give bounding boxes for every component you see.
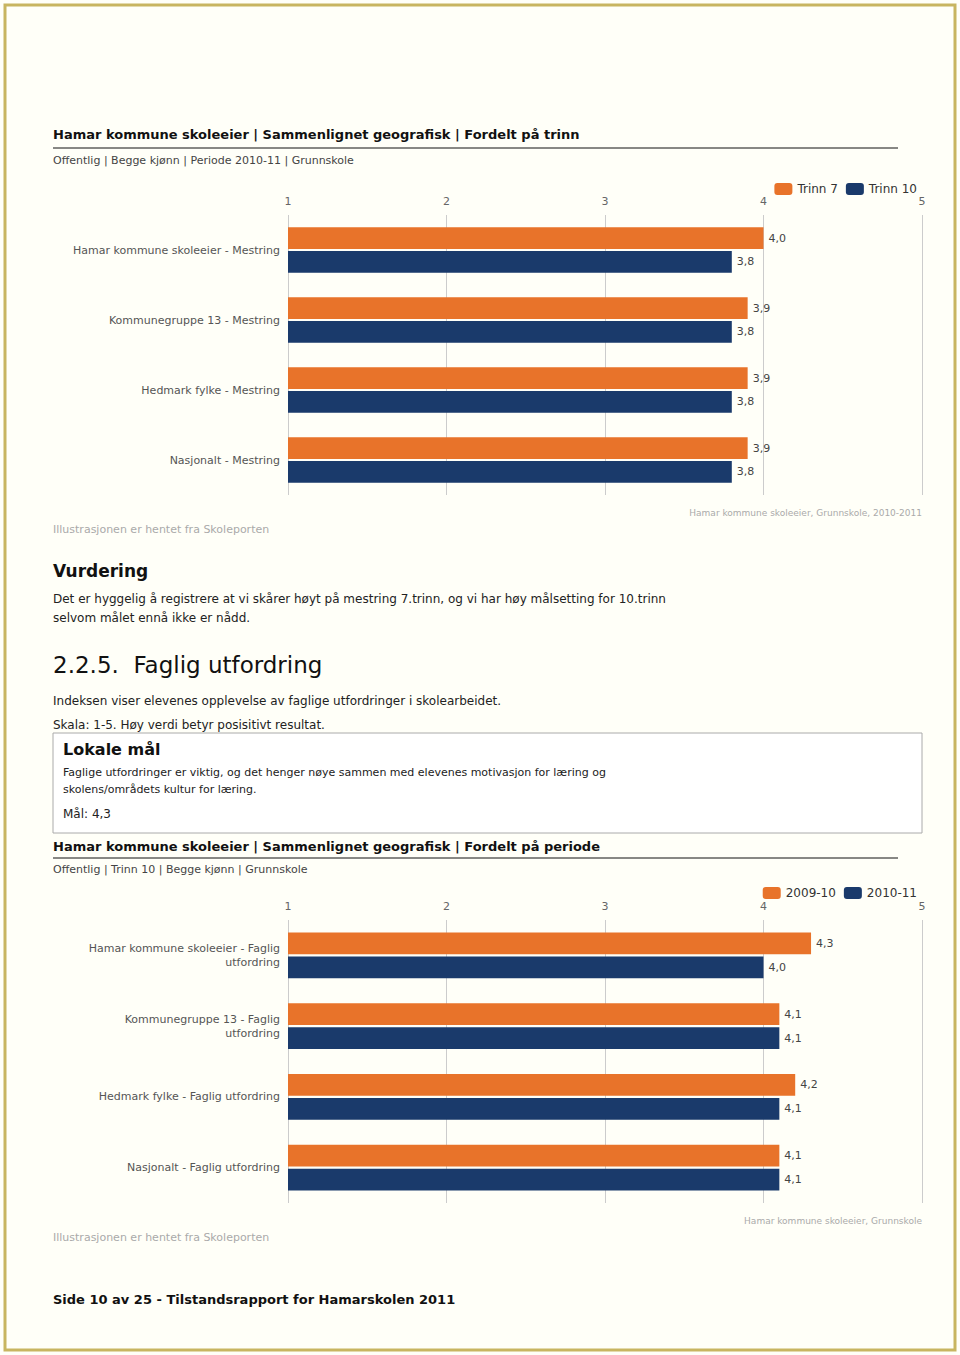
svg-text:Hamar kommune skoleeier | Samm: Hamar kommune skoleeier | Sammenlignet g… xyxy=(53,839,600,854)
svg-text:Vurdering: Vurdering xyxy=(53,561,148,581)
svg-text:selvom målet ennå ikke er nådd: selvom målet ennå ikke er nådd. xyxy=(53,611,250,625)
svg-text:Indeksen viser elevenes opplev: Indeksen viser elevenes opplevelse av fa… xyxy=(53,694,501,708)
svg-text:skolens/områdets kultur for læ: skolens/områdets kultur for læring. xyxy=(63,783,257,796)
svg-text:Trinn 7: Trinn 7 xyxy=(796,182,838,196)
svg-text:4,0: 4,0 xyxy=(769,232,787,245)
svg-text:Faglige utfordringer er viktig: Faglige utfordringer er viktig, og det h… xyxy=(63,766,606,779)
svg-text:3,8: 3,8 xyxy=(737,255,755,268)
svg-text:3,9: 3,9 xyxy=(753,372,771,385)
svg-text:2010-11: 2010-11 xyxy=(867,886,917,900)
svg-text:4,2: 4,2 xyxy=(800,1078,818,1091)
svg-text:utfordring: utfordring xyxy=(225,956,280,969)
svg-text:4: 4 xyxy=(760,195,767,208)
svg-text:4,1: 4,1 xyxy=(784,1173,802,1186)
svg-text:2.2.5. Faglig utfordring: 2.2.5. Faglig utfordring xyxy=(53,652,322,678)
svg-text:Kommunegruppe 13 - Faglig: Kommunegruppe 13 - Faglig xyxy=(125,1013,280,1026)
svg-text:Hamar kommune skoleeier | Samm: Hamar kommune skoleeier | Sammenlignet g… xyxy=(53,127,580,142)
svg-text:Side 10 av 25 - Tilstandsrappo: Side 10 av 25 - Tilstandsrapport for Ham… xyxy=(53,1292,455,1307)
svg-text:5: 5 xyxy=(919,900,926,913)
svg-text:1: 1 xyxy=(285,900,292,913)
svg-text:2: 2 xyxy=(443,900,450,913)
svg-text:Hamar kommune skoleeier - Fagl: Hamar kommune skoleeier - Faglig xyxy=(89,942,280,955)
svg-text:3: 3 xyxy=(602,900,609,913)
svg-text:Offentlig | Begge kjønn | Peri: Offentlig | Begge kjønn | Periode 2010-1… xyxy=(53,154,354,167)
svg-text:Mål: 4,3: Mål: 4,3 xyxy=(63,807,111,821)
svg-text:4,3: 4,3 xyxy=(816,937,834,950)
svg-text:Hedmark fylke - Faglig utfordr: Hedmark fylke - Faglig utfordring xyxy=(99,1090,280,1103)
svg-text:4: 4 xyxy=(760,900,767,913)
svg-text:Hamar kommune skoleeier - Mest: Hamar kommune skoleeier - Mestring xyxy=(73,244,280,257)
svg-text:Nasjonalt - Faglig utfordring: Nasjonalt - Faglig utfordring xyxy=(127,1161,280,1174)
svg-text:3,8: 3,8 xyxy=(737,325,755,338)
svg-text:2009-10: 2009-10 xyxy=(786,886,836,900)
svg-text:Hamar kommune skoleeier, Grunn: Hamar kommune skoleeier, Grunnskole xyxy=(744,1216,922,1226)
svg-text:4,1: 4,1 xyxy=(784,1149,802,1162)
svg-text:Illustrasjonen er hentet fra S: Illustrasjonen er hentet fra Skoleporten xyxy=(53,1231,269,1244)
svg-text:4,0: 4,0 xyxy=(769,961,787,974)
svg-text:4,1: 4,1 xyxy=(784,1008,802,1021)
svg-text:Hamar kommune skoleeier, Grunn: Hamar kommune skoleeier, Grunnskole, 201… xyxy=(689,508,922,518)
svg-text:Skala: 1-5. Høy verdi betyr po: Skala: 1-5. Høy verdi betyr posisitivt r… xyxy=(53,718,325,732)
svg-text:3,8: 3,8 xyxy=(737,465,755,478)
svg-text:3,9: 3,9 xyxy=(753,302,771,315)
svg-text:Lokale mål: Lokale mål xyxy=(63,740,160,759)
svg-text:4,1: 4,1 xyxy=(784,1032,802,1045)
svg-text:1: 1 xyxy=(285,195,292,208)
svg-text:3,9: 3,9 xyxy=(753,442,771,455)
svg-text:utfordring: utfordring xyxy=(225,1027,280,1040)
svg-text:Nasjonalt - Mestring: Nasjonalt - Mestring xyxy=(170,454,280,467)
svg-text:Kommunegruppe 13 - Mestring: Kommunegruppe 13 - Mestring xyxy=(109,314,280,327)
svg-text:3,8: 3,8 xyxy=(737,395,755,408)
svg-text:Hedmark fylke - Mestring: Hedmark fylke - Mestring xyxy=(141,384,280,397)
svg-text:Trinn 10: Trinn 10 xyxy=(868,182,917,196)
svg-text:Offentlig | Trinn 10 | Begge k: Offentlig | Trinn 10 | Begge kjønn | Gru… xyxy=(53,863,308,876)
svg-text:4,1: 4,1 xyxy=(784,1102,802,1115)
svg-text:3: 3 xyxy=(602,195,609,208)
svg-text:Illustrasjonen er hentet fra S: Illustrasjonen er hentet fra Skoleporten xyxy=(53,523,269,536)
svg-text:2: 2 xyxy=(443,195,450,208)
svg-text:5: 5 xyxy=(919,195,926,208)
svg-text:Det er hyggelig å registrere a: Det er hyggelig å registrere at vi skåre… xyxy=(53,592,666,606)
